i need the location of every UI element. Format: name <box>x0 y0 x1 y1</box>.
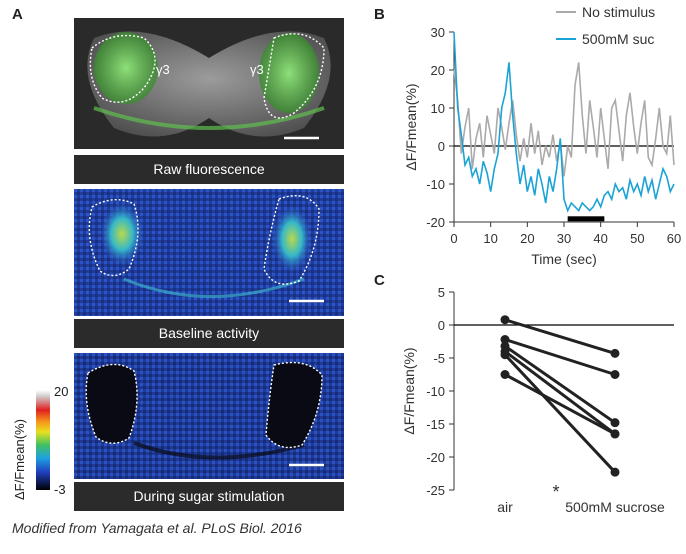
x-tick-label-b: 20 <box>520 231 534 246</box>
significance-asterisk: * <box>552 482 559 502</box>
x-category-label-sucrose: 500mM sucrose <box>565 499 665 512</box>
y-tick-label-c: -25 <box>426 483 445 498</box>
caption-sugar-stimulation: During sugar stimulation <box>74 482 344 511</box>
caption-raw-fluorescence: Raw fluorescence <box>74 155 344 184</box>
pair-line <box>504 373 616 436</box>
colorbar <box>36 390 50 490</box>
y-tick-label-c: 5 <box>438 285 445 300</box>
x-tick-label-b: 60 <box>667 231 681 246</box>
gamma3-label-right: γ3 <box>250 62 264 77</box>
sucrose-point <box>610 467 620 477</box>
x-tick-label-b: 30 <box>557 231 571 246</box>
y-tick-label-c: -10 <box>426 384 445 399</box>
y-axis-title-c: ΔF/Fmean(%) <box>401 347 417 434</box>
legend-label-no-stimulus: No stimulus <box>582 4 655 20</box>
sugar-stimulation-image <box>74 353 344 479</box>
chart-c: 5 0 -5 -10 -15 -20 -25 air 500mM sucrose * ΔF/Fmea… <box>401 285 674 512</box>
panel-letter-a: A <box>12 6 23 23</box>
y-tick-label-c: -15 <box>426 417 445 432</box>
colorbar-min-label: -3 <box>54 482 66 497</box>
sucrose-point <box>610 418 620 428</box>
gamma3-label-left: γ3 <box>156 62 170 77</box>
pair-line <box>504 338 616 376</box>
y-tick-label-b: 0 <box>438 139 445 154</box>
y-tick-label-b: 10 <box>431 101 445 116</box>
x-tick-label-b: 40 <box>593 231 607 246</box>
air-point <box>500 350 510 360</box>
y-tick-label-b: -10 <box>426 177 445 192</box>
y-tick-label-b: 20 <box>431 63 445 78</box>
panel-letter-c: C <box>374 272 385 289</box>
colorbar-max-label: 20 <box>54 384 69 399</box>
no-stimulus-trace <box>453 62 675 177</box>
y-tick-label-c: -20 <box>426 450 445 465</box>
sucrose-point <box>610 370 620 379</box>
pair-line <box>503 353 617 474</box>
air-point <box>500 370 510 379</box>
pair-line <box>504 318 616 355</box>
sucrose-point <box>610 429 620 439</box>
legend-label-sucrose: 500mM suc <box>582 31 654 47</box>
sucrose-point <box>610 348 620 358</box>
pair-line <box>504 344 616 424</box>
footnote: Modified from Yamagata et al. PLoS Biol.… <box>12 520 302 536</box>
x-tick-label-b: 0 <box>450 231 457 246</box>
y-axis-title-b: ΔF/Fmean(%) <box>403 83 419 170</box>
y-tick-label-b: 30 <box>431 25 445 40</box>
air-point <box>500 315 510 325</box>
y-tick-label-c: -5 <box>433 351 445 366</box>
caption-baseline-activity: Baseline activity <box>74 319 344 348</box>
colorbar-title: ΔF/Fmean(%) <box>12 419 27 500</box>
stimulus-bar <box>567 216 605 222</box>
panel-letter-b: B <box>374 6 385 23</box>
raw-fluorescence-image: γ3 γ3 <box>74 18 344 149</box>
chart-b: 30 20 10 0 -10 -20 0 10 20 30 40 50 60 Time (sec) ΔF/F… <box>403 4 681 267</box>
x-category-label-air: air <box>497 499 513 512</box>
y-tick-label-b: -20 <box>426 215 445 230</box>
x-axis-title-b: Time (sec) <box>531 251 597 267</box>
y-tick-label-c: 0 <box>438 318 445 333</box>
sucrose-trace <box>453 31 675 213</box>
x-tick-label-b: 50 <box>630 231 644 246</box>
pair-line <box>504 350 616 436</box>
baseline-activity-image <box>74 189 344 316</box>
air-point <box>500 335 510 345</box>
x-tick-label-b: 10 <box>483 231 497 246</box>
